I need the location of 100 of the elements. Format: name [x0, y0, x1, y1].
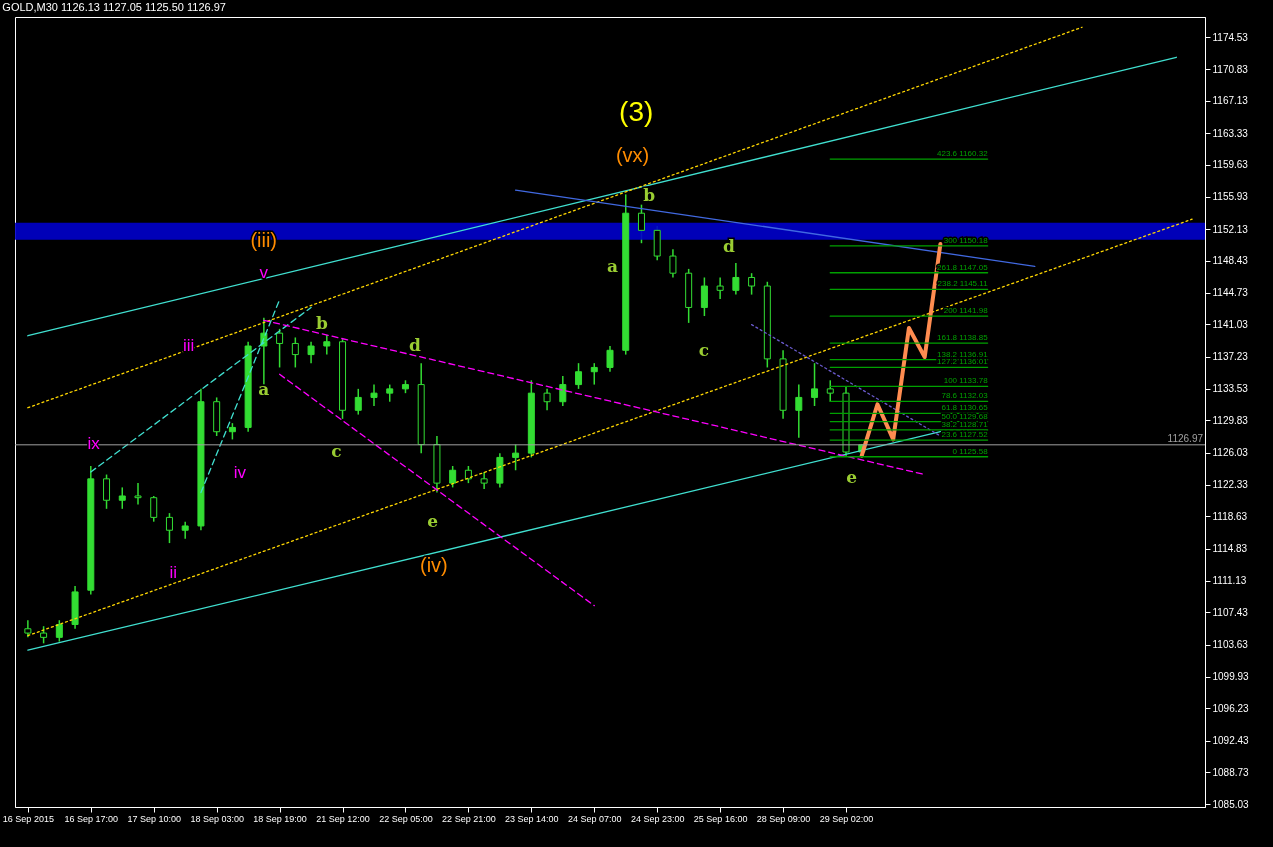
series-label: 78.6 1132.03: [941, 391, 989, 401]
series-label: 100 1133.78: [943, 376, 989, 386]
series-label: 161.8 1138.85: [937, 333, 989, 343]
candlestick: [590, 362, 598, 386]
series-label: 50.0 1129.68: [941, 411, 989, 421]
candlestick: [354, 388, 362, 416]
candlestick: [118, 486, 126, 510]
y-tick-label: 1118.63: [1212, 510, 1248, 522]
candlestick: [276, 328, 284, 369]
series-label: 423.6 1160.32: [937, 149, 989, 159]
candlestick: [559, 375, 567, 407]
candlestick: [150, 495, 158, 523]
y-tick-label: 1137.23: [1212, 351, 1249, 363]
candlestick: [669, 248, 677, 279]
candlestick: [449, 465, 457, 489]
series-label: 0 1125.58: [952, 446, 989, 456]
annotation: (iii): [250, 228, 278, 251]
annotation: (vx): [615, 144, 650, 167]
candlestick: [575, 362, 583, 390]
x-tick-label: 18 Sep 19:00: [253, 813, 307, 824]
y-tick-label: 1099.93: [1212, 671, 1250, 682]
chart-title: GOLD,M30 1126.13 1127.05 1125.50 1126.97: [2, 1, 226, 13]
annotation: d: [723, 235, 736, 256]
series-label: 238.2 1145.11: [937, 279, 989, 289]
y-tick-label: 1096.23: [1212, 702, 1250, 714]
candlestick: [748, 272, 756, 296]
y-tick-label: 1122.33: [1212, 479, 1249, 491]
x-tick-label: 22 Sep 21:00: [442, 813, 496, 824]
candlestick: [165, 512, 173, 544]
x-tick-label: 28 Sep 09:00: [756, 813, 811, 824]
annotation: d: [408, 335, 421, 356]
y-tick-label: 1114.83: [1212, 543, 1248, 555]
annotation: v: [259, 262, 269, 282]
candlestick: [512, 443, 520, 472]
candlestick: [291, 336, 299, 369]
y-tick-label: 1141.03: [1212, 318, 1249, 330]
series-label: 138.2 1136.91: [937, 349, 989, 359]
annotation: ix: [87, 433, 101, 453]
candlestick: [606, 345, 614, 373]
candlestick: [543, 388, 551, 412]
y-tick-label: 1174.53: [1212, 31, 1249, 43]
y-tick-label: 1103.63: [1212, 639, 1249, 651]
series-label: 61.8 1130.65: [941, 403, 989, 413]
annotation: e: [846, 467, 858, 488]
annotation: b: [643, 184, 656, 205]
series-label: 200 1141.98: [943, 306, 989, 316]
annotation: (iv): [420, 554, 448, 577]
y-tick-label: 1152.13: [1212, 223, 1249, 235]
x-tick-label: 17 Sep 10:00: [127, 813, 182, 824]
annotation: (3): [619, 96, 654, 128]
y-tick-label: 1107.43: [1212, 606, 1249, 618]
candlestick: [134, 482, 142, 506]
candlestick: [811, 362, 819, 407]
x-tick-label: 16 Sep 17:00: [64, 813, 119, 824]
annotation: iii: [183, 335, 195, 355]
y-tick-label: 1163.33: [1212, 127, 1249, 139]
x-tick-label: 21 Sep 12:00: [316, 813, 370, 824]
y-tick-label: 1092.43: [1212, 735, 1250, 747]
annotation: b: [316, 312, 329, 333]
candlestick: [795, 383, 803, 439]
annotation: c: [331, 441, 342, 462]
ref-line-label: 1126.97: [1167, 432, 1204, 444]
y-tick-label: 1167.13: [1212, 95, 1249, 107]
annotation: c: [698, 340, 710, 361]
y-tick-label: 1159.63: [1212, 159, 1249, 171]
y-tick-label: 1085.03: [1212, 798, 1250, 810]
candlestick: [732, 262, 740, 296]
x-tick-label: 24 Sep 23:00: [630, 813, 685, 824]
series-label: 127.2 1136.01: [937, 357, 989, 367]
x-tick-label: 29 Sep 02:00: [819, 813, 874, 824]
annotation: a: [258, 378, 270, 399]
candlestick: [716, 276, 724, 300]
y-tick-label: 1170.83: [1212, 63, 1249, 75]
candlestick: [826, 379, 834, 403]
annotation: e: [427, 510, 439, 531]
x-tick-label: 22 Sep 05:00: [379, 813, 433, 824]
x-tick-label: 23 Sep 14:00: [505, 813, 559, 824]
candlestick: [307, 340, 315, 364]
y-tick-label: 1148.43: [1212, 255, 1249, 267]
y-tick-label: 1111.13: [1212, 575, 1247, 587]
y-tick-label: 1133.53: [1212, 383, 1249, 395]
annotation: a: [606, 256, 618, 277]
x-tick-label: 18 Sep 03:00: [190, 813, 244, 824]
y-tick-label: 1155.93: [1212, 191, 1249, 203]
y-tick-label: 1129.83: [1212, 414, 1249, 426]
candlestick: [370, 383, 378, 407]
y-tick-label: 1088.73: [1212, 766, 1250, 778]
x-tick-label: 24 Sep 07:00: [567, 813, 622, 824]
annotation: iv: [233, 462, 247, 482]
candlestick: [103, 473, 111, 510]
series-label: 38.2 1128.71: [941, 419, 989, 429]
x-tick-label: 16 Sep 2015: [2, 813, 54, 824]
series-label: 23.6 1127.52: [941, 430, 989, 440]
candlestick: [700, 276, 708, 317]
candlestick: [323, 334, 331, 356]
annotation: ii: [169, 563, 178, 583]
x-tick-label: 25 Sep 16:00: [693, 813, 748, 824]
y-tick-label: 1144.73: [1212, 287, 1249, 299]
candlestick: [55, 619, 63, 643]
y-tick-label: 1126.03: [1212, 447, 1249, 459]
